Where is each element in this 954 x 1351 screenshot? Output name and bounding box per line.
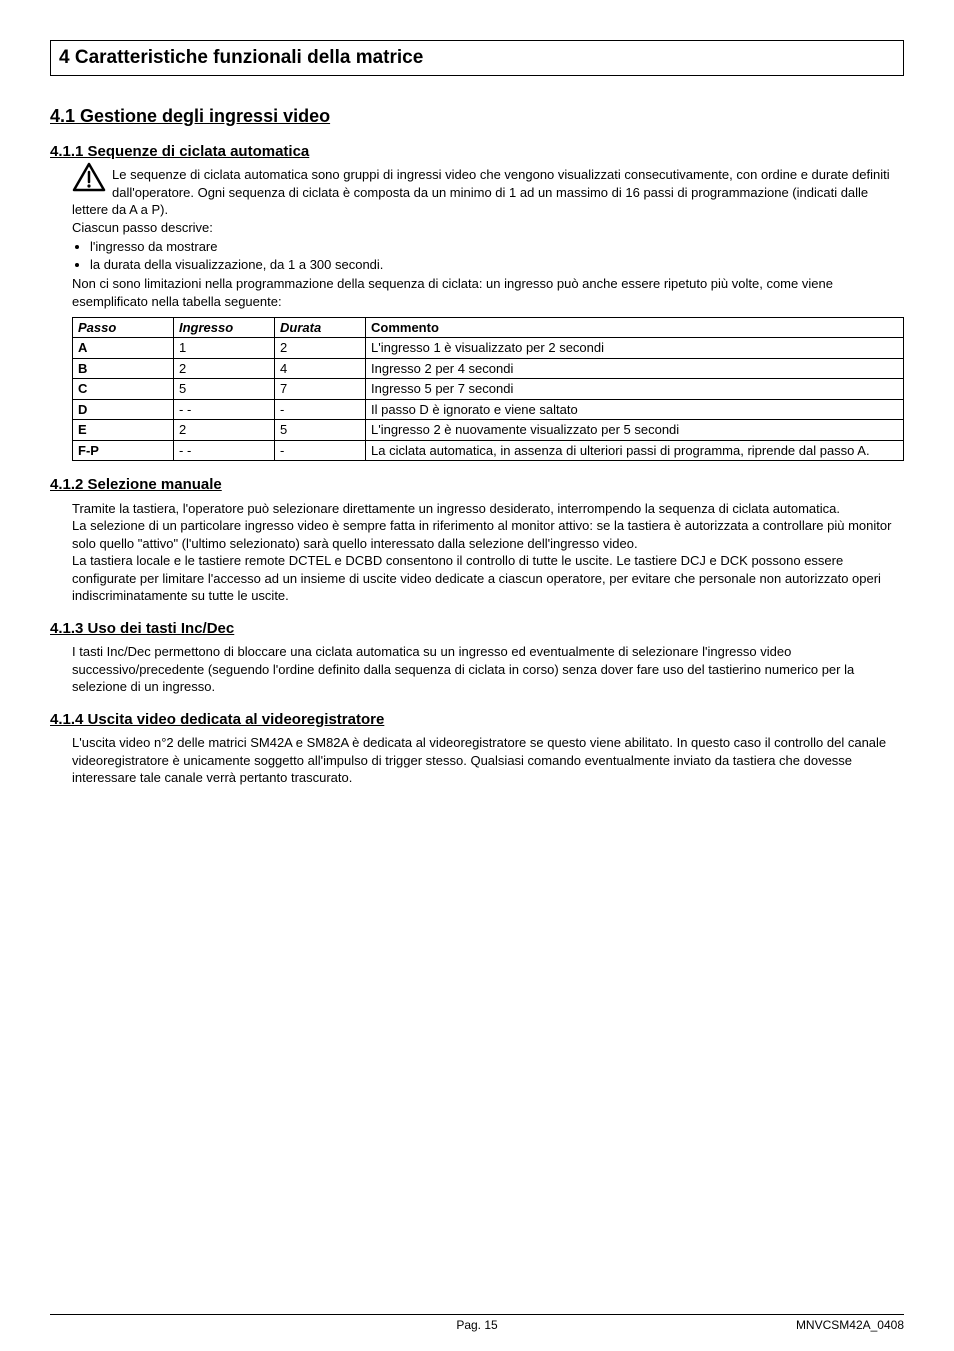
cell-commento: L'ingresso 1 è visualizzato per 2 second… [366, 338, 904, 359]
section-title-box: 4 Caratteristiche funzionali della matri… [50, 40, 904, 76]
p411-after: Non ci sono limitazioni nella programmaz… [72, 275, 904, 310]
p412-a: Tramite la tastiera, l'operatore può sel… [72, 500, 904, 518]
p411-intro: Le sequenze di ciclata automatica sono g… [72, 167, 890, 217]
cell-durata: 4 [275, 358, 366, 379]
cell-ingresso: - - [174, 399, 275, 420]
cell-durata: 2 [275, 338, 366, 359]
cell-durata: - [275, 440, 366, 461]
table-row: F-P - - - La ciclata automatica, in asse… [73, 440, 904, 461]
heading-4-1-3: 4.1.3 Uso dei tasti Inc/Dec [50, 619, 904, 639]
cell-durata: - [275, 399, 366, 420]
cell-passo: A [78, 340, 87, 355]
warning-icon [72, 162, 106, 197]
cell-commento: Ingresso 5 per 7 secondi [366, 379, 904, 400]
cell-ingresso: 2 [174, 420, 275, 441]
p412-b: La selezione di un particolare ingresso … [72, 517, 904, 552]
table-header-row: Passo Ingresso Durata Commento [73, 317, 904, 338]
cell-commento: Il passo D è ignorato e viene saltato [366, 399, 904, 420]
heading-4-1: 4.1 Gestione degli ingressi video [50, 104, 904, 128]
table-row: A 1 2 L'ingresso 1 è visualizzato per 2 … [73, 338, 904, 359]
cell-ingresso: - - [174, 440, 275, 461]
heading-4-1-4: 4.1.4 Uscita video dedicata al videoregi… [50, 710, 904, 730]
cell-passo: C [78, 381, 87, 396]
p414: L'uscita video n°2 delle matrici SM42A e… [72, 734, 904, 787]
table-row: C 5 7 Ingresso 5 per 7 secondi [73, 379, 904, 400]
table-row: E 2 5 L'ingresso 2 è nuovamente visualiz… [73, 420, 904, 441]
p413: I tasti Inc/Dec permettono di bloccare u… [72, 643, 904, 696]
cell-durata: 7 [275, 379, 366, 400]
cell-commento: Ingresso 2 per 4 secondi [366, 358, 904, 379]
cell-commento: L'ingresso 2 è nuovamente visualizzato p… [366, 420, 904, 441]
cell-passo: F-P [78, 443, 99, 458]
p411-bullets: l'ingresso da mostrare la durata della v… [72, 238, 904, 273]
cell-passo: D [78, 402, 87, 417]
p412-c: La tastiera locale e le tastiere remote … [72, 552, 904, 605]
heading-4-1-2: 4.1.2 Selezione manuale [50, 475, 904, 495]
cell-ingresso: 5 [174, 379, 275, 400]
p411-ciascun: Ciascun passo descrive: [72, 219, 904, 237]
cell-ingresso: 2 [174, 358, 275, 379]
footer-doc: MNVCSM42A_0408 [796, 1317, 904, 1333]
cell-ingresso: 1 [174, 338, 275, 359]
table-row: B 2 4 Ingresso 2 per 4 secondi [73, 358, 904, 379]
heading-4-1-1: 4.1.1 Sequenze di ciclata automatica [50, 142, 904, 162]
warning-block: Le sequenze di ciclata automatica sono g… [72, 166, 904, 219]
cell-passo: B [78, 361, 87, 376]
cell-durata: 5 [275, 420, 366, 441]
th-durata: Durata [280, 320, 321, 335]
p411-bullet-2: la durata della visualizzazione, da 1 a … [90, 256, 904, 274]
footer-page: Pag. 15 [456, 1317, 497, 1333]
th-commento: Commento [366, 317, 904, 338]
th-ingresso: Ingresso [179, 320, 233, 335]
cell-passo: E [78, 422, 87, 437]
th-passo: Passo [78, 320, 116, 335]
cell-commento: La ciclata automatica, in assenza di ult… [366, 440, 904, 461]
p411-bullet-1: l'ingresso da mostrare [90, 238, 904, 256]
page-footer: Pag. 15 MNVCSM42A_0408 [50, 1314, 904, 1333]
section-title: 4 Caratteristiche funzionali della matri… [59, 45, 895, 71]
table-row: D - - - Il passo D è ignorato e viene sa… [73, 399, 904, 420]
sequence-table: Passo Ingresso Durata Commento A 1 2 L'i… [72, 317, 904, 462]
